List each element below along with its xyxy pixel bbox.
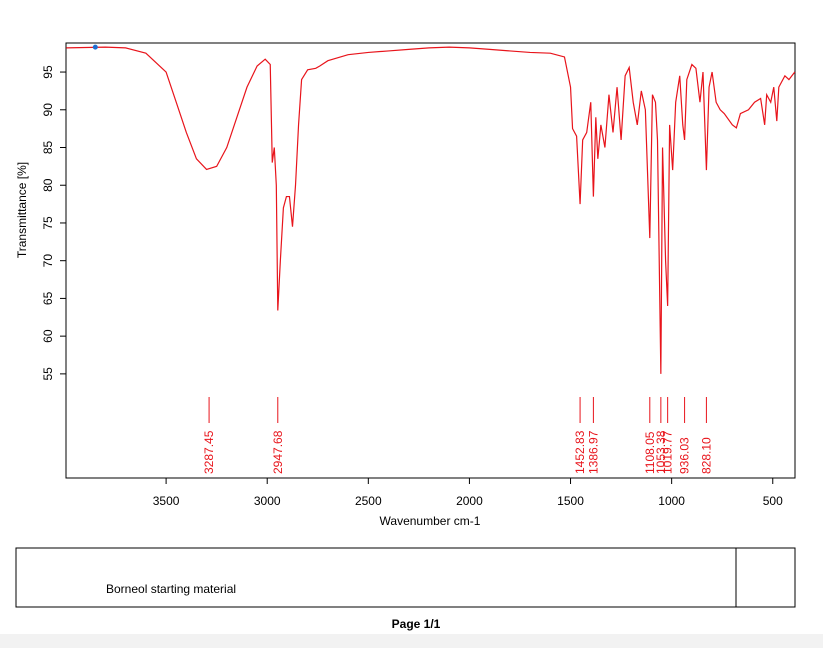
peak-label: 1452.83 xyxy=(573,430,587,474)
y-tick-label: 75 xyxy=(41,216,55,230)
peak-label: 1019.77 xyxy=(661,430,675,474)
x-tick-label: 500 xyxy=(763,494,783,508)
y-tick-label: 70 xyxy=(41,254,55,268)
x-tick-label: 1000 xyxy=(658,494,685,508)
peak-label: 1053.38 xyxy=(654,430,668,474)
y-axis-label: Transmittance [%] xyxy=(15,162,29,258)
peak-label: 1108.05 xyxy=(643,431,657,474)
x-tick-label: 3500 xyxy=(153,494,180,508)
x-tick-label: 2000 xyxy=(456,494,483,508)
y-tick-label: 65 xyxy=(41,291,55,305)
bottom-strip xyxy=(0,634,823,648)
peak-label: 1386.97 xyxy=(586,430,600,474)
y-tick-label: 85 xyxy=(41,141,55,155)
y-tick-label: 95 xyxy=(41,65,55,79)
x-axis-label: Wavenumber cm-1 xyxy=(380,514,481,528)
footer-box xyxy=(15,547,796,608)
peak-label: 828.10 xyxy=(699,437,713,474)
x-tick-label: 1500 xyxy=(557,494,584,508)
y-tick-label: 55 xyxy=(41,367,55,381)
peak-label: 936.03 xyxy=(678,437,692,474)
y-tick-label: 60 xyxy=(41,329,55,343)
spectrum-line xyxy=(66,46,796,374)
y-tick-label: 90 xyxy=(41,103,55,117)
sample-name: Borneol starting material xyxy=(106,582,236,596)
marker-point xyxy=(92,44,98,50)
peak-label: 2947.68 xyxy=(271,430,285,474)
x-tick-label: 3000 xyxy=(254,494,281,508)
x-tick-label: 2500 xyxy=(355,494,382,508)
y-tick-label: 80 xyxy=(41,178,55,192)
peak-label: 3287.45 xyxy=(202,430,216,474)
page-number: Page 1/1 xyxy=(392,617,441,631)
